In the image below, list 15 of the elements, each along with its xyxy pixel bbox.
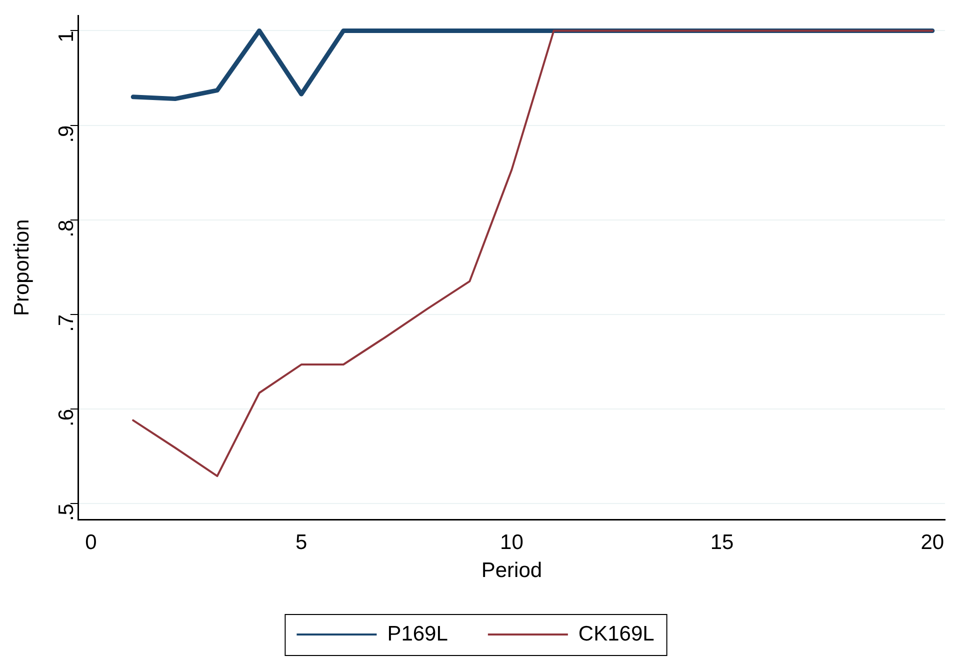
x-tick-label: 15	[710, 530, 734, 554]
legend-label: CK169L	[578, 622, 654, 646]
y-tick-label: .6	[55, 408, 78, 426]
y-tick-label: .7	[55, 314, 78, 332]
x-tick-label: 0	[85, 530, 97, 554]
x-tick-label: 20	[920, 530, 944, 554]
x-axis-title: Period	[481, 559, 542, 582]
y-tick-label: .8	[55, 220, 78, 238]
x-tick-label: 10	[500, 530, 524, 554]
y-axis-title: Proportion	[10, 219, 34, 316]
x-tick-label: 5	[296, 530, 308, 554]
legend-label: P169L	[387, 622, 448, 646]
y-tick-label: 1	[55, 30, 78, 42]
y-tick-label: .5	[55, 504, 78, 522]
y-tick-label: .9	[55, 125, 78, 143]
